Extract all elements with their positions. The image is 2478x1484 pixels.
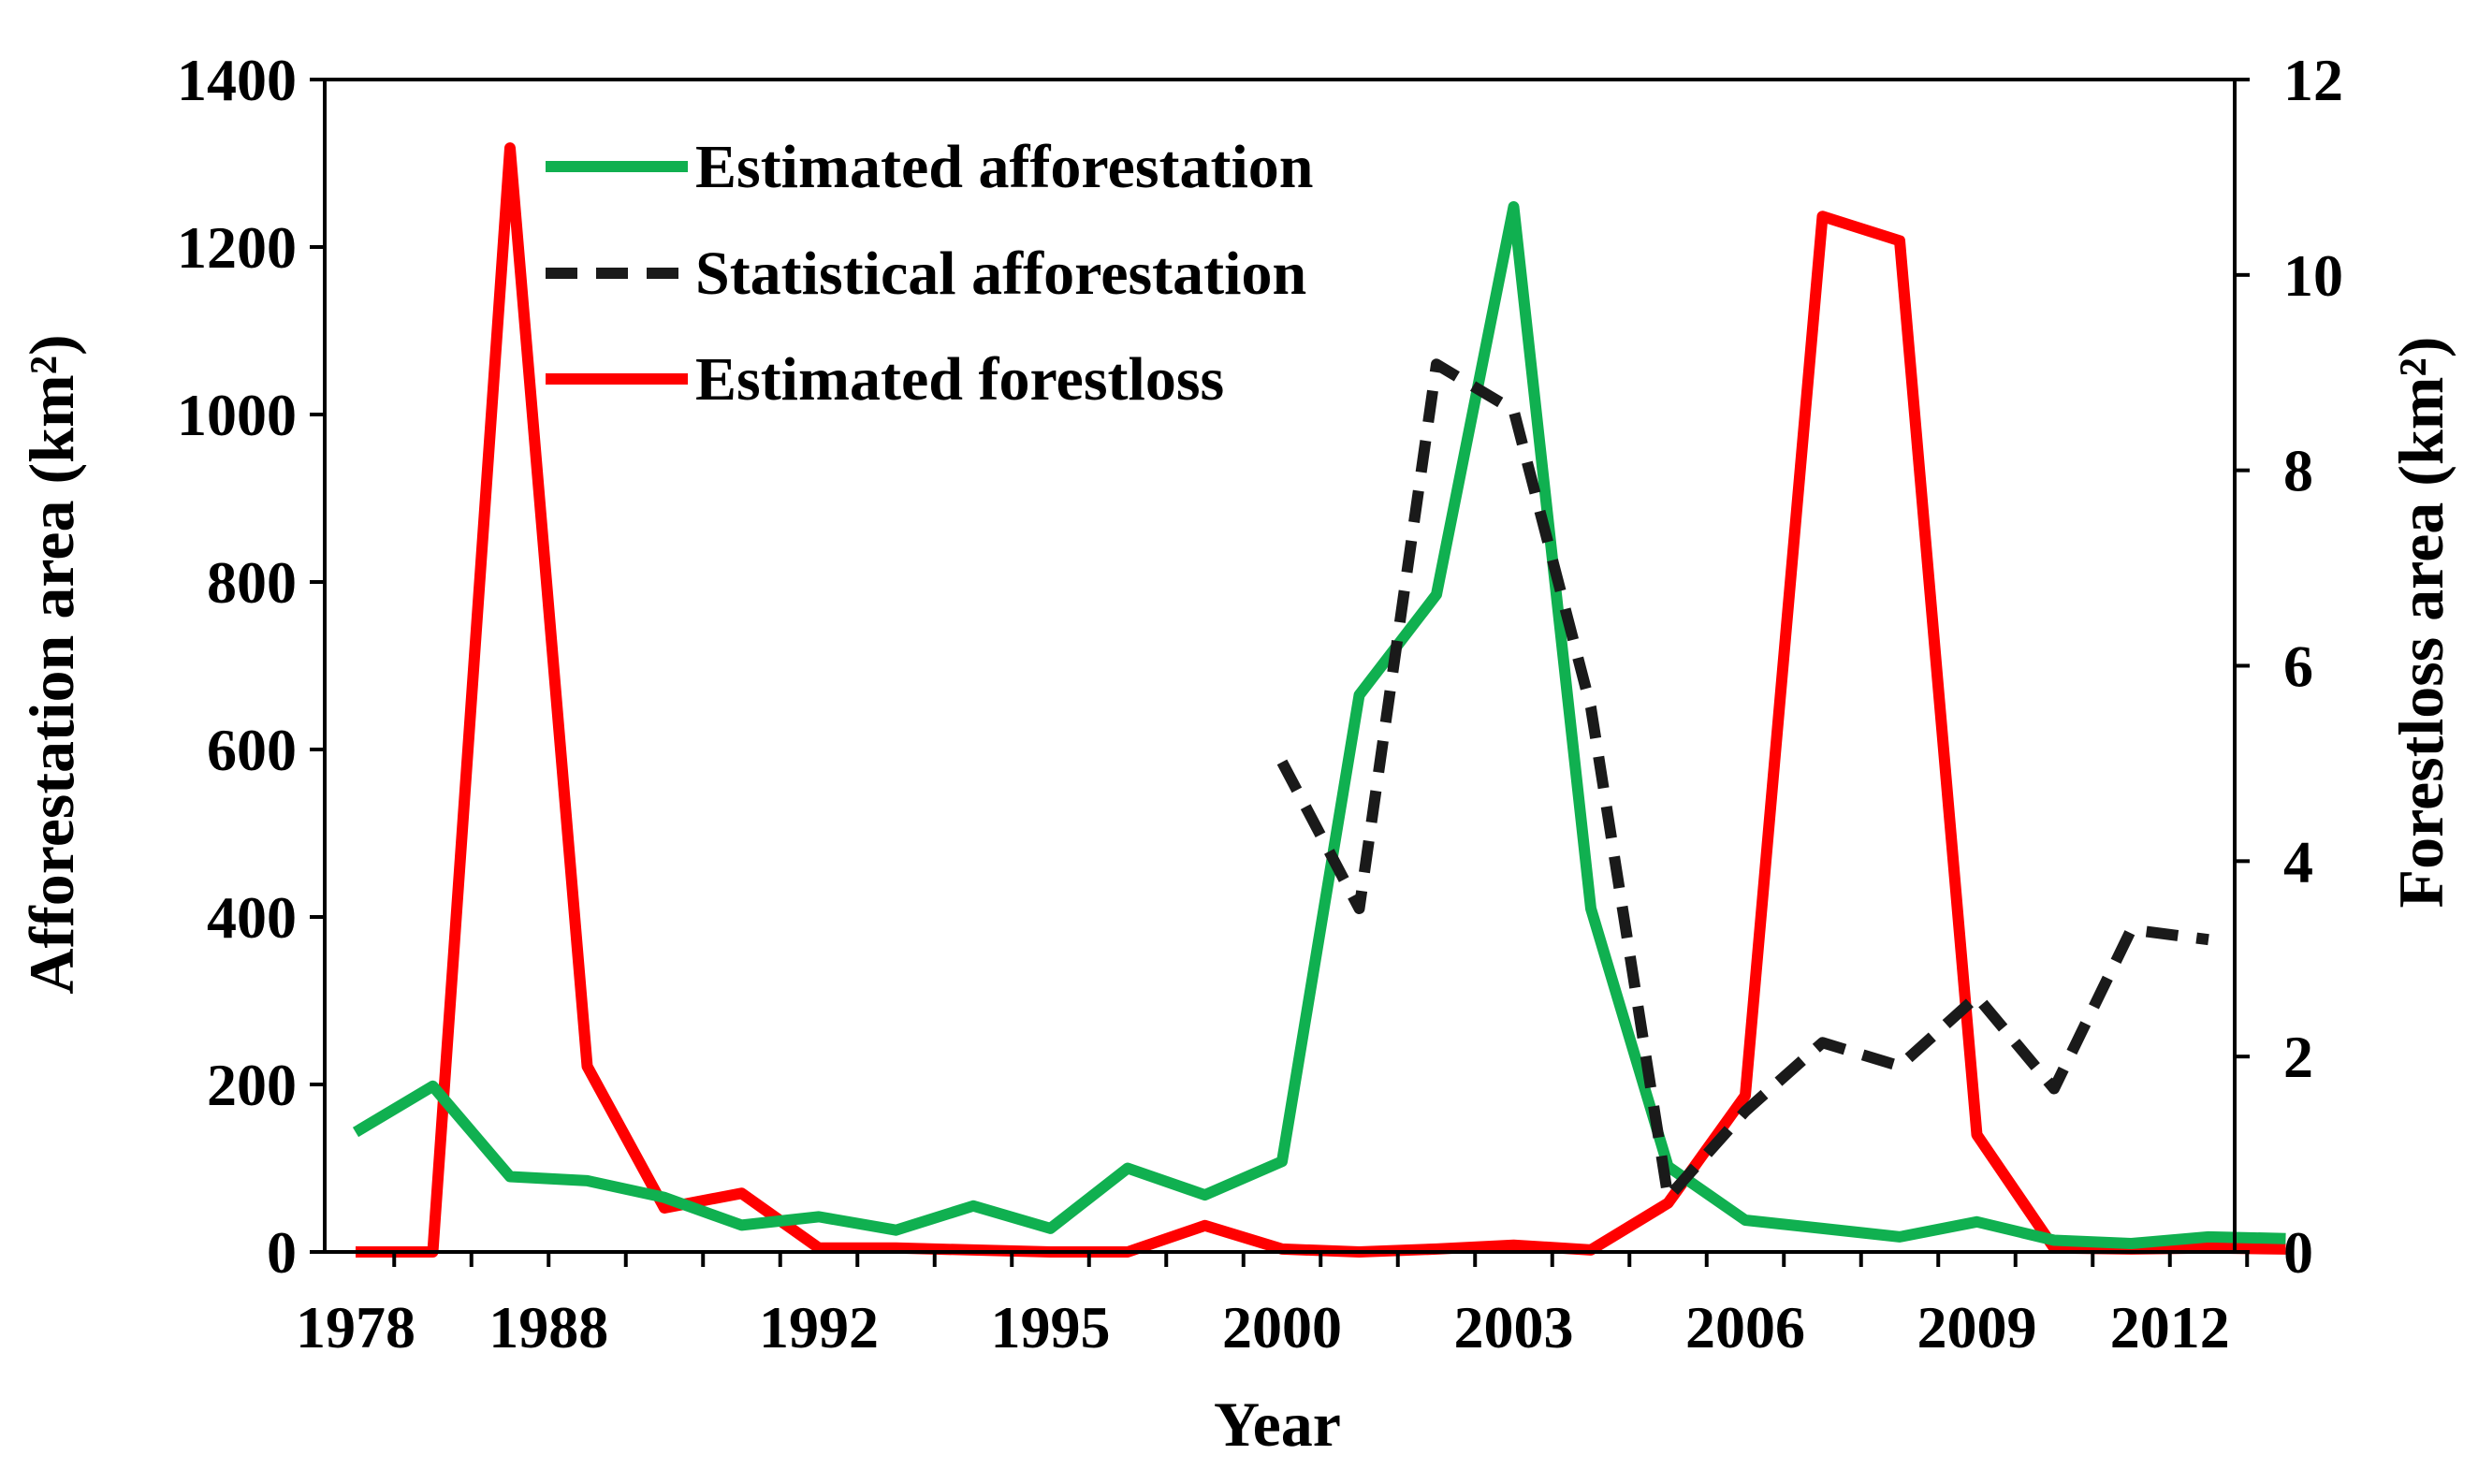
right-y-axis-title: Forestloss area (km²): [2385, 337, 2456, 909]
x-tick-label: 2003: [1454, 1294, 1574, 1360]
right-y-tick-label: 0: [2283, 1219, 2313, 1286]
right-y-tick-label: 6: [2283, 633, 2313, 700]
left-y-tick-label: 1400: [177, 47, 297, 113]
legend: Estimated afforestation Statistical affo…: [546, 133, 1314, 414]
x-tick-label: 1978: [296, 1294, 415, 1360]
right-y-tick-label: 4: [2283, 828, 2313, 895]
x-tick-label: 2006: [1685, 1294, 1805, 1360]
x-tick-label: 2009: [1917, 1294, 2037, 1360]
series-line-estimated-afforestation: [352, 201, 2286, 1249]
x-tick-label: 2012: [2110, 1294, 2230, 1360]
x-tick-label: 2000: [1222, 1294, 1342, 1360]
left-y-tick-label: 600: [207, 717, 297, 783]
x-tick-label: 1988: [488, 1294, 608, 1360]
left-y-tick-label: 1000: [177, 382, 297, 448]
tick-layer: 0 200 400 600 800 1000 1200 1400 0 2 4 6 8 10 12 1978 19…: [177, 47, 2343, 1360]
legend-label-estimated-forestloss: Estimated forestloss: [695, 345, 1224, 414]
x-tick-label: 1992: [759, 1294, 879, 1360]
right-y-tick-label: 8: [2283, 438, 2313, 504]
legend-label-estimated-afforestation: Estimated afforestation: [695, 133, 1314, 201]
legend-label-statistical-afforestation: Statistical afforestation: [695, 240, 1306, 308]
x-tick-label: 1995: [991, 1294, 1111, 1360]
series-line-statistical-afforestation: [1276, 358, 2209, 1203]
left-y-tick-label: 800: [207, 549, 297, 616]
right-y-tick-label: 2: [2283, 1024, 2313, 1090]
x-axis-title: Year: [1214, 1389, 1341, 1460]
left-y-axis-title: Afforestation area (km²): [16, 334, 87, 994]
left-y-tick-label: 0: [267, 1219, 297, 1286]
right-y-tick-label: 12: [2283, 47, 2343, 113]
left-y-tick-label: 400: [207, 884, 297, 951]
left-y-tick-label: 200: [207, 1052, 297, 1118]
left-y-tick-label: 1200: [177, 214, 297, 281]
right-y-tick-label: 10: [2283, 242, 2343, 309]
